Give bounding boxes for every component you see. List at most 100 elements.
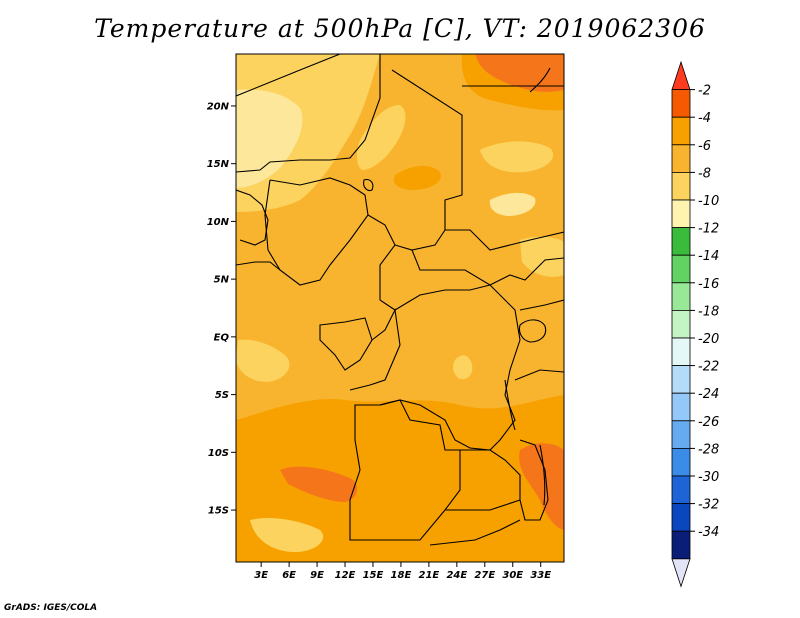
lon-tick-label-21E: 21E: [419, 570, 440, 581]
boundary-mozambique-malawi: [519, 439, 549, 521]
band-minus8-congo: [453, 355, 473, 380]
colorbar-box-1: [671, 89, 691, 118]
lon-tick-label-12E: 12E: [335, 570, 356, 581]
lat-tick-label-EQ: EQ: [214, 332, 230, 343]
colorbar-label--28: -28: [698, 442, 719, 457]
lake-victoria: [518, 319, 547, 343]
colorbar-label--30: -30: [698, 470, 719, 485]
chart-title: Temperature at 500hPa [C], VT: 201906230…: [94, 14, 706, 43]
colorbar-box-16: [671, 503, 691, 532]
boundary-west-africa: [236, 261, 281, 271]
boundary-algeria-niger: [236, 54, 341, 97]
colorbar-box-13: [671, 420, 691, 449]
colorbar-label--34: -34: [698, 525, 719, 540]
colorbar-label--2: -2: [698, 84, 711, 99]
colorbar-box-14: [671, 447, 691, 477]
band-minus4-northeast: [461, 54, 564, 111]
colorbar-box-12: [671, 392, 691, 422]
colorbar-label--22: -22: [698, 360, 719, 375]
lat-tick-label-15N: 15N: [207, 159, 230, 170]
lat-tick-label-20N: 20N: [207, 101, 230, 112]
boundary-nigeria: [264, 177, 369, 286]
colorbar-label--10: -10: [698, 194, 719, 209]
colorbar-top-triangle: [671, 60, 691, 90]
lon-tick-label-24E: 24E: [446, 570, 467, 581]
band-minus4-minus2-south: [236, 395, 564, 562]
colorbar-box-3: [671, 144, 691, 173]
colorbar-label--8: -8: [698, 166, 711, 181]
colorbar-box-5: [671, 199, 691, 229]
boundary-libya-chad-niger: [236, 54, 381, 173]
colorbar-label--12: -12: [698, 222, 719, 237]
lat-tick-label-5S: 5S: [215, 390, 229, 401]
boundary-angola: [349, 399, 461, 541]
lon-tick-label-18E: 18E: [391, 570, 412, 581]
lake-tanganyika: [504, 379, 516, 431]
boundary-mali-burkina: [236, 189, 269, 246]
boundary-south: [429, 519, 521, 546]
colorbar-box-9: [671, 309, 691, 339]
band-minus2-east: [519, 443, 564, 530]
lat-tick-label-15S: 15S: [208, 506, 229, 517]
boundary-car-sudan: [411, 249, 564, 286]
boundary-tanzania: [514, 369, 564, 381]
red-sea-coast: [529, 67, 551, 93]
colorbar-box-8: [671, 282, 691, 311]
colorbar-label--26: -26: [698, 415, 719, 430]
boundary-sudan-southsudan: [445, 229, 564, 251]
colorbar-box-7: [671, 254, 691, 284]
band-minus10-east: [489, 192, 536, 216]
boundary-egypt-sudan-chad: [391, 69, 463, 251]
colorbar-box-6: [671, 227, 691, 256]
map-frame: [235, 53, 565, 563]
lon-tick-label-9E: 9E: [310, 570, 324, 581]
colorbar-box-15: [671, 475, 691, 505]
boundary-gabon-congo: [319, 317, 373, 371]
lon-tick-label-3E: 3E: [254, 570, 268, 581]
lat-tick-label-5N: 5N: [214, 275, 230, 286]
band-minus8-north-central: [356, 105, 406, 170]
country-boundaries: [236, 54, 564, 546]
band-minus8-west-coast: [236, 339, 290, 382]
band-minus8-east: [480, 141, 554, 173]
boundary-zambia: [445, 449, 521, 511]
band-minus8-southwest: [250, 518, 324, 552]
colorbar-box-10: [671, 337, 691, 367]
lon-tick-label-6E: 6E: [282, 570, 296, 581]
boundary-congo-drc: [349, 308, 401, 391]
colorbar-label--16: -16: [698, 277, 719, 292]
colorbar: -2 -4 -6 -8 -10 -12 -14 -16 -18 -20 -22 -24 -26 -28 -3…: [671, 60, 719, 588]
boundary-kenya-uganda: [519, 299, 564, 311]
colorbar-label--20: -20: [698, 332, 719, 347]
colorbar-label--24: -24: [698, 387, 719, 402]
longitude-axis: 3E 6E 9E 12E 15E 18E 21E 24E 27E 30E 33E: [254, 562, 551, 581]
footer-credit: GrADS: IGES/COLA: [4, 603, 98, 613]
latitude-axis: 20N 15N 10N 5N EQ 5S 10S 15S: [207, 101, 236, 517]
colorbar-box-17: [671, 530, 691, 560]
boundary-cameroon-car: [367, 214, 396, 311]
band-minus8-far-east: [520, 236, 564, 277]
lon-tick-label-27E: 27E: [474, 570, 495, 581]
band-minus10-northwest: [236, 89, 303, 188]
lon-tick-label-30E: 30E: [502, 570, 523, 581]
lon-tick-label-15E: 15E: [363, 570, 384, 581]
temperature-field: [236, 54, 564, 562]
boundary-car-drc: [394, 284, 491, 311]
colorbar-box-2: [671, 116, 691, 146]
lat-tick-label-10N: 10N: [207, 217, 230, 228]
band-minus2-northeast: [475, 54, 564, 93]
colorbar-box-4: [671, 171, 691, 201]
colorbar-bottom-triangle: [671, 558, 691, 588]
colorbar-box-11: [671, 365, 691, 394]
colorbar-label--14: -14: [698, 249, 719, 264]
colorbar-label--6: -6: [698, 139, 711, 154]
boundary-drc-east: [379, 284, 521, 451]
colorbar-label--32: -32: [698, 498, 719, 513]
colorbar-label--18: -18: [698, 304, 719, 319]
lake-malawi: [539, 444, 546, 506]
lat-tick-label-10S: 10S: [208, 448, 229, 459]
lon-tick-label-33E: 33E: [530, 570, 551, 581]
band-minus2-southwest: [280, 466, 358, 502]
lake-chad: [363, 179, 374, 192]
